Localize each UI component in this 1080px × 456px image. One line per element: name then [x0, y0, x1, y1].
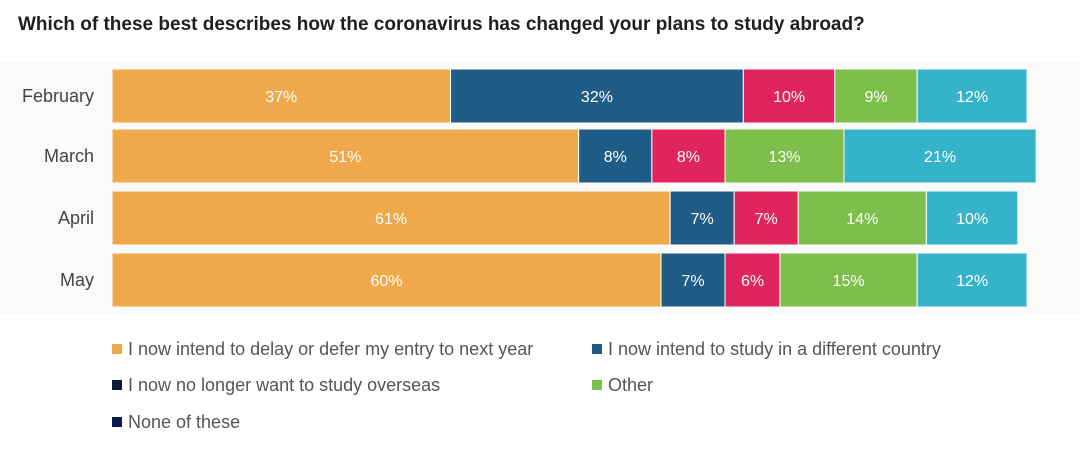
bar-may-i-now-no-longer-want-to-study-ov	[724, 252, 781, 308]
data-label-may-1: 7%	[681, 273, 704, 290]
data-label-february-1: 32%	[581, 89, 613, 106]
category-label-april: April	[58, 208, 94, 228]
bar-may-none-of-these	[916, 252, 1028, 308]
data-label-march-1: 8%	[604, 149, 627, 166]
data-label-february-0: 37%	[265, 89, 297, 106]
data-label-april-3: 14%	[846, 211, 878, 228]
data-label-may-4: 12%	[956, 273, 988, 290]
legend-label-4: None of these	[128, 412, 240, 432]
data-label-march-3: 13%	[769, 149, 801, 166]
bar-april-i-now-intend-to-study-in-a-diffe	[669, 190, 735, 246]
data-label-may-2: 6%	[741, 273, 764, 290]
category-label-march: March	[44, 146, 94, 166]
chart-title: Which of these best describes how the co…	[18, 14, 865, 35]
data-label-march-0: 51%	[329, 149, 361, 166]
bar-march-i-now-intend-to-delay-or-defer-m	[111, 128, 580, 184]
data-label-april-4: 10%	[956, 211, 988, 228]
bar-april-other	[797, 190, 927, 246]
bar-may-i-now-intend-to-study-in-a-diffe	[660, 252, 726, 308]
legend-label-3: Other	[608, 375, 653, 395]
bar-february-none-of-these	[916, 68, 1028, 124]
bar-may-other	[779, 252, 918, 308]
data-label-february-3: 9%	[864, 89, 887, 106]
legend-swatch-1	[592, 344, 602, 354]
legend-swatch-3	[592, 380, 602, 390]
category-label-may: May	[60, 270, 94, 290]
data-label-february-4: 12%	[956, 89, 988, 106]
data-label-march-2: 8%	[677, 149, 700, 166]
category-label-february: February	[22, 86, 94, 106]
bar-march-other	[724, 128, 845, 184]
bar-march-i-now-no-longer-want-to-study-ov	[651, 128, 726, 184]
bar-february-i-now-no-longer-want-to-study-ov	[742, 68, 836, 124]
data-label-may-0: 60%	[370, 273, 402, 290]
data-label-february-2: 10%	[773, 89, 805, 106]
data-label-april-1: 7%	[691, 211, 714, 228]
legend-swatch-2	[112, 380, 122, 390]
bar-april-none-of-these	[925, 190, 1019, 246]
bar-february-other	[834, 68, 918, 124]
data-label-may-3: 15%	[833, 273, 865, 290]
bar-may-i-now-intend-to-delay-or-defer-m	[111, 252, 662, 308]
legend-label-1: I now intend to study in a different cou…	[608, 339, 941, 359]
data-label-april-2: 7%	[755, 211, 778, 228]
bar-march-none-of-these	[843, 128, 1037, 184]
legend-label-2: I now no longer want to study overseas	[128, 375, 440, 395]
legend-swatch-0	[112, 344, 122, 354]
legend-swatch-4	[112, 417, 122, 427]
data-label-april-0: 61%	[375, 211, 407, 228]
bar-march-i-now-intend-to-study-in-a-diffe	[578, 128, 653, 184]
data-label-march-4: 21%	[924, 149, 956, 166]
legend-label-0: I now intend to delay or defer my entry …	[128, 339, 533, 359]
bar-april-i-now-intend-to-delay-or-defer-m	[111, 190, 671, 246]
bar-february-i-now-intend-to-delay-or-defer-m	[111, 68, 452, 124]
